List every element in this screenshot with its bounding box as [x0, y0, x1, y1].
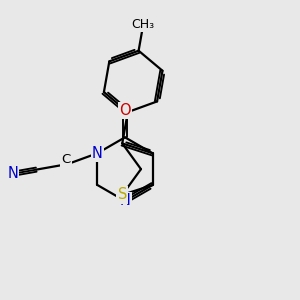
Text: CH₃: CH₃: [132, 18, 155, 31]
Text: N: N: [119, 194, 130, 208]
Text: N: N: [7, 166, 18, 181]
Text: N: N: [92, 146, 103, 161]
Text: S: S: [118, 188, 127, 202]
Text: O: O: [119, 103, 131, 118]
Text: C: C: [61, 153, 71, 166]
